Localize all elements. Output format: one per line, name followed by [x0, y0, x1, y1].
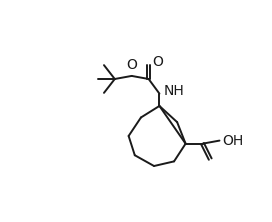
Text: O: O	[126, 58, 137, 72]
Text: OH: OH	[222, 134, 244, 148]
Text: NH: NH	[163, 83, 184, 97]
Text: O: O	[153, 55, 163, 69]
